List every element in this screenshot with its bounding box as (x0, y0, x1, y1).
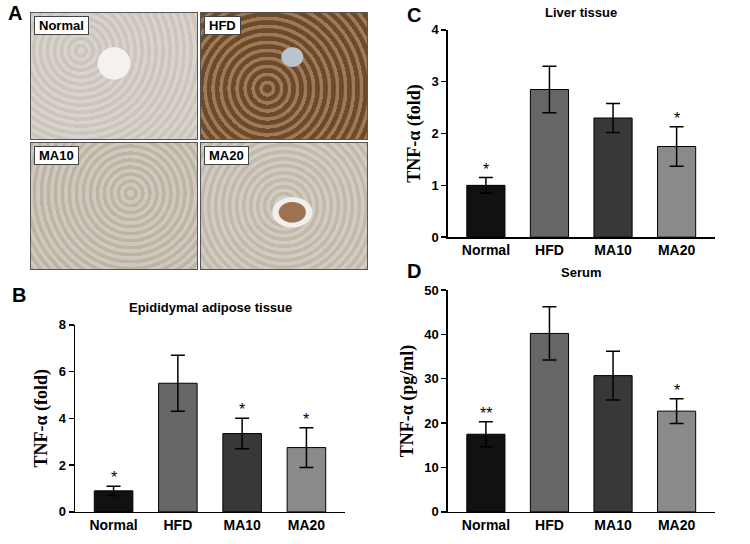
svg-text:3: 3 (431, 74, 438, 89)
html-text:Normal: Normal (39, 18, 84, 33)
html-text:MA10: MA10 (39, 148, 74, 163)
svg-text:TNF-α (fold): TNF-α (fold) (31, 369, 52, 468)
svg-text:40: 40 (424, 327, 438, 342)
svg-text:0: 0 (431, 230, 438, 245)
svg-text:Normal: Normal (462, 242, 510, 258)
svg-text:HFD: HFD (535, 517, 564, 533)
svg-text:30: 30 (424, 371, 438, 386)
svg-text:Normal: Normal (462, 517, 510, 533)
svg-text:1: 1 (431, 178, 438, 193)
svg-text:C: C (407, 4, 421, 26)
html-text:MA20: MA20 (209, 148, 244, 163)
svg-text:6: 6 (59, 364, 66, 379)
svg-text:0: 0 (431, 504, 438, 519)
html-text:A: A (8, 2, 23, 24)
svg-text:2: 2 (431, 126, 438, 141)
svg-text:TNF-α (pg/ml): TNF-α (pg/ml) (397, 345, 418, 458)
svg-text:*: * (239, 401, 245, 418)
svg-text:MA10: MA10 (594, 242, 632, 258)
svg-text:20: 20 (424, 416, 438, 431)
svg-text:Epididymal adipose tissue: Epididymal adipose tissue (129, 300, 292, 315)
svg-text:D: D (407, 260, 421, 282)
svg-text:MA10: MA10 (223, 517, 261, 533)
svg-text:4: 4 (431, 22, 439, 37)
html-text:HFD: HFD (209, 18, 236, 33)
svg-text:*: * (483, 161, 489, 178)
svg-text:B: B (12, 284, 26, 306)
svg-text:10: 10 (424, 460, 438, 475)
svg-text:TNF-α (fold): TNF-α (fold) (404, 84, 425, 183)
svg-text:HFD: HFD (535, 242, 564, 258)
svg-text:MA20: MA20 (288, 517, 326, 533)
svg-text:Serum: Serum (561, 265, 601, 280)
svg-text:2: 2 (59, 458, 66, 473)
svg-text:50: 50 (424, 283, 438, 298)
svg-text:0: 0 (59, 504, 66, 519)
svg-text:*: * (111, 469, 117, 486)
svg-text:Normal: Normal (89, 517, 137, 533)
svg-text:*: * (674, 110, 680, 127)
svg-text:Liver tissue: Liver tissue (545, 5, 617, 20)
svg-text:MA10: MA10 (594, 517, 632, 533)
svg-text:HFD: HFD (163, 517, 192, 533)
svg-text:**: ** (480, 405, 492, 422)
svg-text:*: * (303, 411, 309, 428)
svg-text:MA20: MA20 (658, 517, 696, 533)
svg-text:MA20: MA20 (658, 242, 696, 258)
svg-text:4: 4 (59, 411, 67, 426)
svg-text:*: * (674, 382, 680, 399)
svg-text:8: 8 (59, 317, 66, 332)
